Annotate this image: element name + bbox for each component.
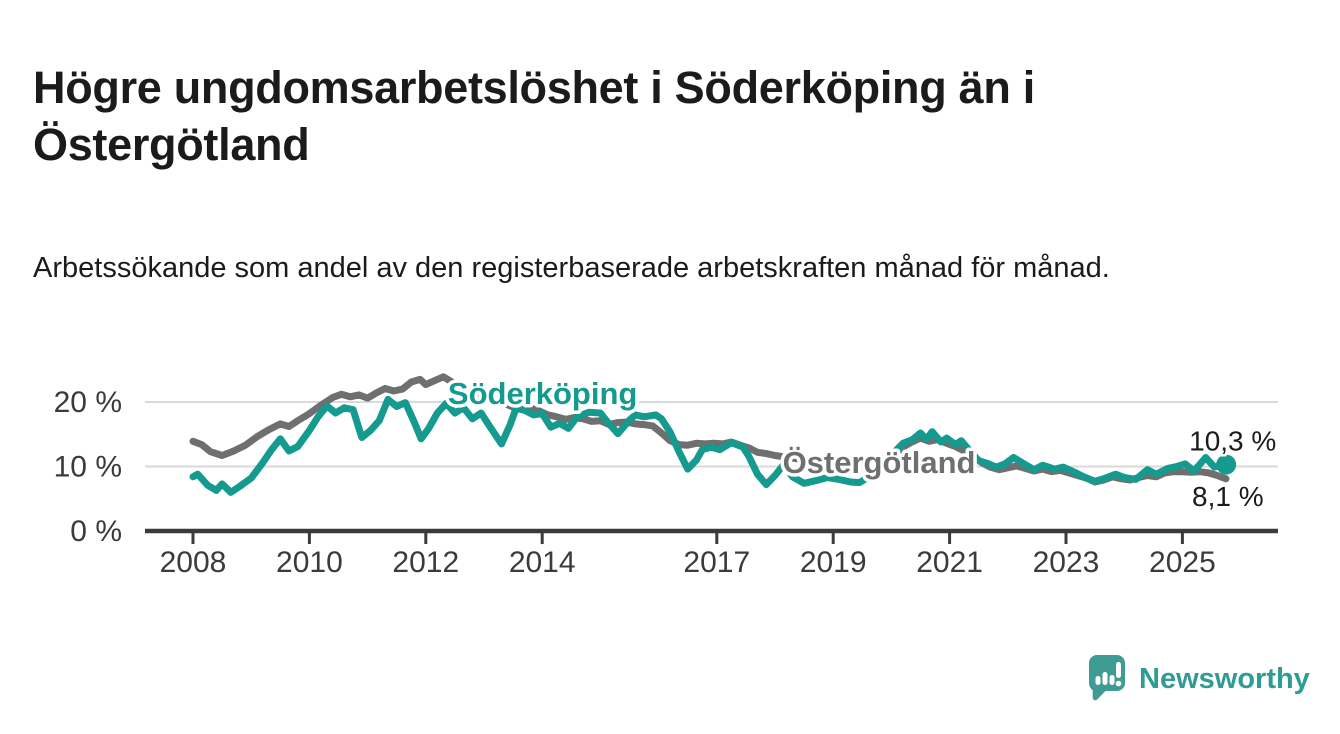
series-end-label-soderkoping: 10,3 % (1189, 426, 1276, 457)
chart-subtitle: Arbetssökande som andel av den registerb… (33, 252, 1110, 284)
brand-name: Newsworthy (1139, 662, 1310, 695)
x-tick-label: 2019 (800, 546, 867, 579)
x-tick-label: 2025 (1149, 546, 1216, 579)
x-tick-label: 2012 (392, 546, 459, 579)
x-tick-label: 2017 (683, 546, 750, 579)
y-tick-label: 20 % (54, 386, 122, 419)
series-end-dot-soderkoping (1216, 454, 1237, 475)
chart-title: Högre ungdomsarbetslöshet i Söderköping … (33, 62, 1035, 170)
newsworthy-speech-bubble-chart-icon (1089, 655, 1125, 701)
y-tick-label: 10 % (54, 451, 122, 484)
x-tick-label: 2023 (1033, 546, 1100, 579)
series-end-label-ostergotland: 8,1 % (1192, 481, 1264, 512)
x-tick-label: 2010 (276, 546, 343, 579)
series-label-ostergotland: Östergötland (783, 445, 976, 480)
newsworthy-brand: Newsworthy (1088, 653, 1310, 705)
x-tick-label: 2014 (509, 546, 576, 579)
series-label-soderkoping: Söderköping (448, 376, 637, 411)
y-tick-label: 0 % (70, 515, 122, 548)
series-line-soderkoping (189, 395, 1227, 496)
x-tick-label: 2008 (160, 546, 227, 579)
x-tick-label: 2021 (916, 546, 983, 579)
